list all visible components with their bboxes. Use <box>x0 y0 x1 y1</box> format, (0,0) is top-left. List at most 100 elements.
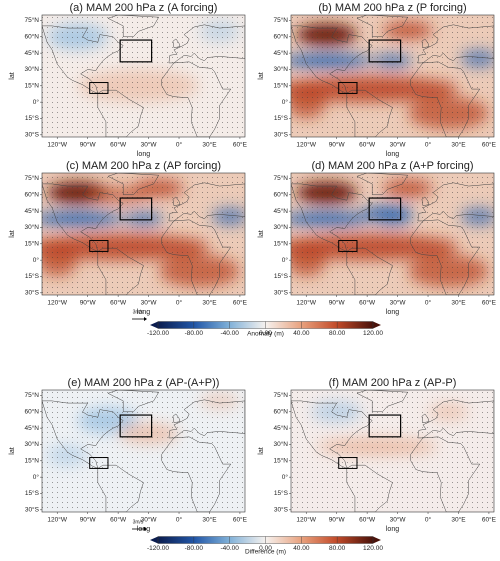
lon-tick-label: 30°E <box>202 299 217 307</box>
lat-axis-label: lat <box>258 72 265 79</box>
lat-tick-label: 45°N <box>273 49 288 57</box>
lon-axis-label: long <box>137 309 150 316</box>
lat-tick-label: 15°N <box>24 82 39 90</box>
lat-tick-label: 30°N <box>273 440 288 448</box>
stipple <box>291 390 494 512</box>
lon-tick-label: 0° <box>425 141 432 149</box>
colorbar-tick-label: -80.00 <box>185 545 204 552</box>
lon-tick-label: 30°E <box>451 516 466 524</box>
lat-tick-label: 15°S <box>25 272 40 280</box>
lat-tick-label: 0° <box>282 256 289 264</box>
colorbar-tick-label: 40.00 <box>293 330 310 337</box>
panel-title: (f) MAM 200 hPa z (AP-P) <box>329 377 457 389</box>
panel-title: (d) MAM 200 hPa z (A+P forcing) <box>311 160 473 172</box>
lon-tick-label: 0° <box>425 299 432 307</box>
colorbar-label: Anomaly (m) <box>247 331 284 338</box>
lon-tick-label: 30°W <box>141 141 158 149</box>
colorbar-tick-label: 120.00 <box>363 330 383 337</box>
lat-tick-label: 15°N <box>273 82 288 90</box>
colorbar-tick-label: -40.00 <box>220 545 239 552</box>
colorbar-tick-label: 40.00 <box>293 545 310 552</box>
lat-tick-label: 60°N <box>24 408 39 416</box>
region-box <box>89 82 109 94</box>
lat-tick-label: 75°N <box>273 391 288 399</box>
lat-tick-label: 45°N <box>273 207 288 215</box>
lon-tick-label: 60°E <box>233 141 248 149</box>
lat-tick-label: 15°S <box>25 114 40 122</box>
vector-reference-head <box>144 527 147 531</box>
colorbar-tick-label: 0.00 <box>259 545 272 552</box>
lat-tick-label: 0° <box>282 98 289 106</box>
lon-tick-label: 30°E <box>451 299 466 307</box>
region-box <box>338 82 358 94</box>
lon-tick-label: 120°W <box>47 141 67 149</box>
map <box>291 173 494 295</box>
lat-tick-label: 45°N <box>273 424 288 432</box>
lat-tick-label: 60°N <box>24 191 39 199</box>
lat-tick-label: 45°N <box>24 207 39 215</box>
map-frame <box>290 14 495 138</box>
lon-tick-label: 120°W <box>47 299 67 307</box>
lat-tick-label: 15°S <box>274 489 289 497</box>
lon-tick-label: 60°W <box>359 516 376 524</box>
map <box>291 15 494 137</box>
panel-title: (c) MAM 200 hPa z (AP forcing) <box>66 160 221 172</box>
region-box <box>89 457 109 469</box>
region-box <box>338 240 358 252</box>
map <box>42 390 245 512</box>
lon-tick-label: 30°W <box>390 516 407 524</box>
lat-tick-label: 0° <box>282 473 289 481</box>
stipple <box>42 15 245 137</box>
stipple <box>42 173 245 295</box>
map-frame <box>290 389 495 513</box>
region-box <box>368 414 402 438</box>
colorbar-tick-label: 120.00 <box>363 545 383 552</box>
lon-tick-label: 60°W <box>110 516 127 524</box>
region-box <box>368 39 402 63</box>
lat-tick-label: 45°N <box>24 424 39 432</box>
lon-tick-label: 120°W <box>296 141 316 149</box>
map-frame <box>41 389 246 513</box>
panel-title: (b) MAM 200 hPa z (P forcing) <box>318 2 466 14</box>
lon-tick-label: 30°E <box>451 141 466 149</box>
region-box <box>368 197 402 221</box>
lon-tick-label: 30°W <box>390 299 407 307</box>
lat-tick-label: 75°N <box>24 16 39 24</box>
colorbar-tick-label: -40.00 <box>220 330 239 337</box>
lat-tick-label: 75°N <box>273 16 288 24</box>
lat-tick-label: 60°N <box>273 191 288 199</box>
lat-tick-label: 30°S <box>25 506 40 514</box>
lat-tick-label: 30°N <box>24 223 39 231</box>
lat-tick-label: 30°S <box>274 506 289 514</box>
lon-tick-label: 30°W <box>141 299 158 307</box>
lat-tick-label: 60°N <box>273 408 288 416</box>
colorbar-arrow <box>373 536 381 544</box>
colorbar-tick-label: 80.00 <box>329 545 346 552</box>
lon-tick-label: 60°E <box>233 516 248 524</box>
stipple <box>291 173 494 295</box>
lon-tick-label: 90°W <box>329 299 346 307</box>
lat-tick-label: 0° <box>33 473 40 481</box>
lat-axis-label: lat <box>258 447 265 454</box>
colorbar-arrow <box>150 536 158 544</box>
map <box>42 15 245 137</box>
colorbar-tick-label: -80.00 <box>185 330 204 337</box>
colorbar-arrow <box>150 321 158 329</box>
lon-tick-label: 60°E <box>482 299 497 307</box>
colorbar-tick-label: 0.00 <box>259 330 272 337</box>
lat-tick-label: 60°N <box>273 33 288 41</box>
lon-tick-label: 60°W <box>110 141 127 149</box>
lat-tick-label: 0° <box>33 98 40 106</box>
lon-tick-label: 0° <box>176 299 183 307</box>
region-box <box>119 39 153 63</box>
lat-tick-label: 30°N <box>273 65 288 73</box>
vector-reference-head <box>144 317 147 321</box>
lat-axis-label: lat <box>9 447 16 454</box>
lon-tick-label: 30°E <box>202 141 217 149</box>
lat-tick-label: 75°N <box>24 174 39 182</box>
region-box <box>338 457 358 469</box>
lat-axis-label: lat <box>258 230 265 237</box>
lon-tick-label: 60°W <box>110 299 127 307</box>
stipple <box>291 15 494 137</box>
